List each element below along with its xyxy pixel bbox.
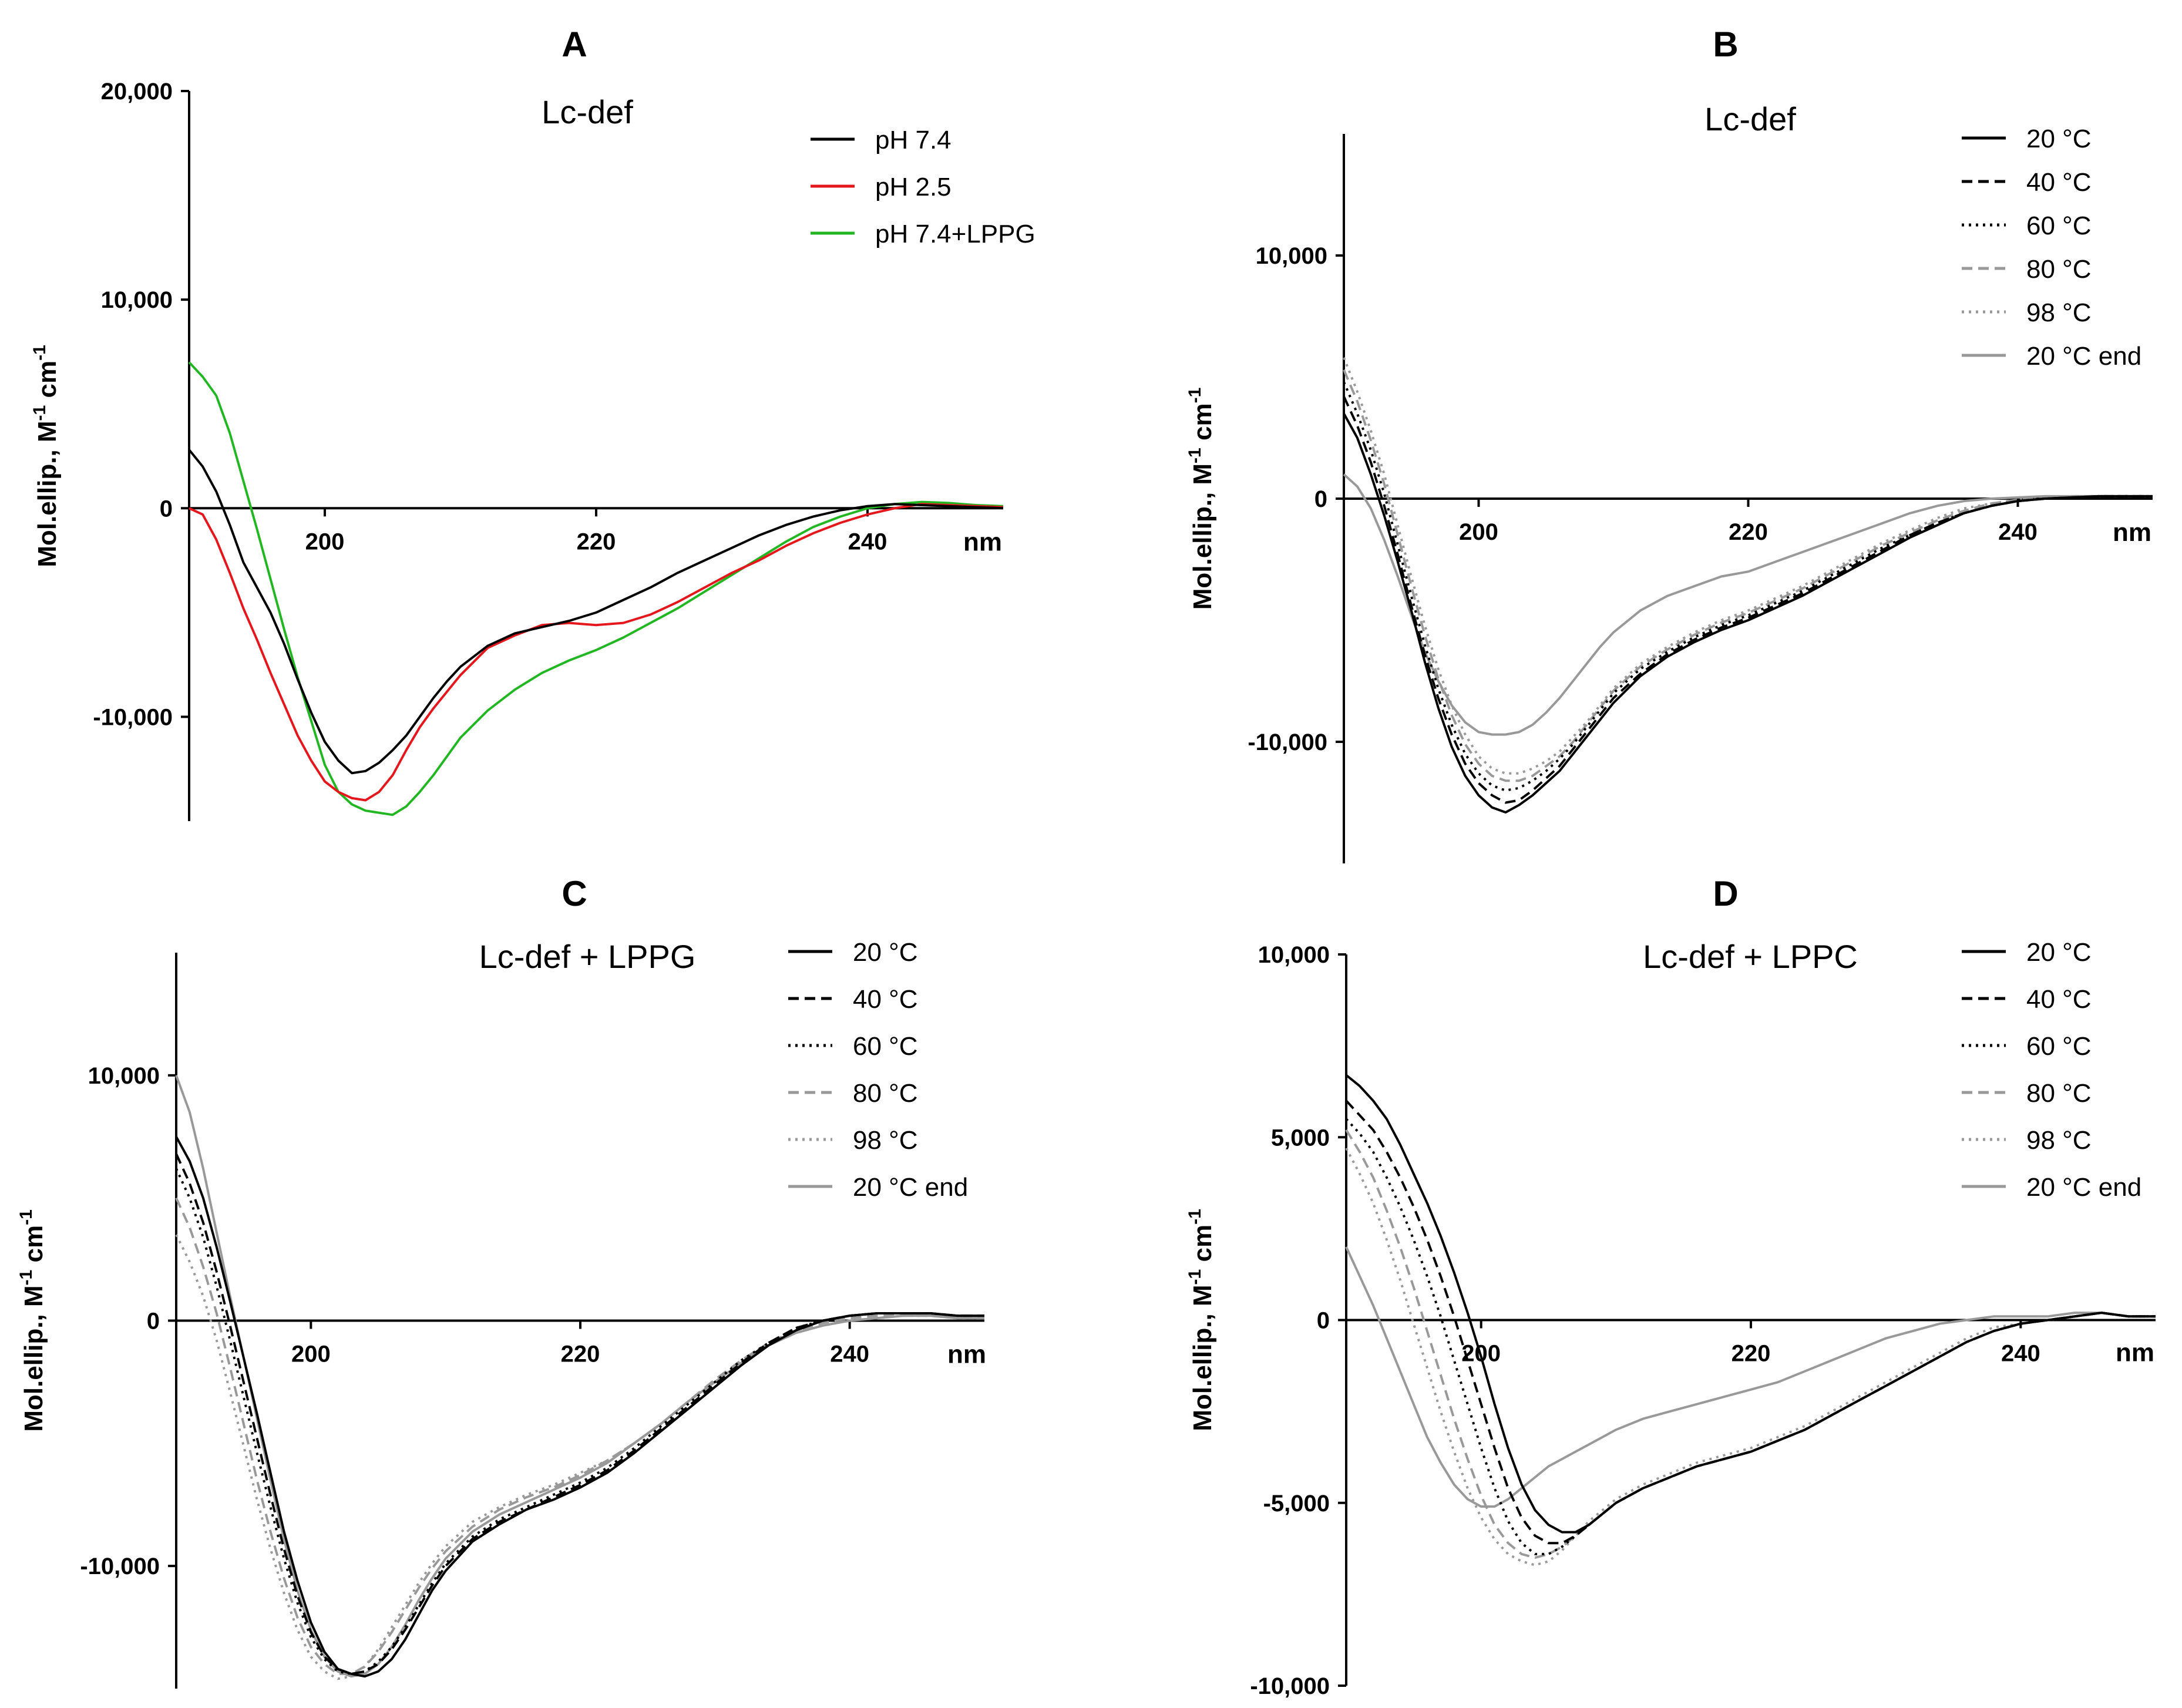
panel-c-legend-label: 60 °C [853, 1032, 918, 1061]
panel-c-x-tick-label: 200 [291, 1341, 331, 1367]
panel-d-x-label: nm [2116, 1339, 2154, 1367]
panel-d-legend-label: 60 °C [2026, 1032, 2092, 1061]
panel-c-title: Lc-def + LPPG [479, 938, 696, 975]
panel-a-title: Lc-def [542, 93, 633, 130]
panel-b-x-tick-label: 240 [1998, 519, 2038, 545]
panel-b-title: Lc-def [1704, 100, 1796, 137]
panel-d-legend-label: 20 °C [2026, 938, 2092, 967]
panel-c-legend-label: 98 °C [853, 1126, 918, 1155]
panel-b-y-label: Mol.ellip., M-1 cm-1 [1185, 388, 1217, 610]
panel-a-y-tick-label: 0 [160, 496, 173, 522]
panel-d-y-label: Mol.ellip., M-1 cm-1 [1185, 1209, 1217, 1431]
panel-b-x-label: nm [2113, 518, 2151, 547]
panel-c: C Lc-def + LPPG 10,000 0 -10,000 200 220 240 nm M… [16, 874, 986, 1689]
panel-a-y-tick-label: 20,000 [101, 79, 173, 105]
panel-a-series-2-line [189, 503, 1004, 802]
panel-a-series-3-line [188, 361, 1004, 816]
panel-a-legend-label: pH 7.4 [875, 126, 952, 154]
panel-a-y-tick-label: 10,000 [101, 287, 173, 313]
panel-d-legend-label: 98 °C [2026, 1126, 2092, 1155]
panel-c-letter: C [562, 874, 587, 913]
panel-b-legend-label: 98 °C [2026, 298, 2092, 327]
panel-c-legend-label: 40 °C [853, 985, 918, 1014]
panel-b-x-tick-label: 200 [1459, 519, 1498, 545]
panel-c-y-tick-label: 0 [147, 1309, 160, 1334]
panel-b-letter: B [1713, 25, 1738, 64]
panel-b-legend-label: 60 °C [2026, 211, 2092, 240]
panel-c-series-1-line [175, 1136, 984, 1678]
panel-b-legend-label: 20 °C [2026, 125, 2092, 153]
panel-c-series-2-line [175, 1153, 984, 1675]
panel-a: A Lc-def 20,000 10,000 0 -10,000 200 220 240 nm Mo… [30, 25, 1035, 821]
panel-d-letter: D [1713, 874, 1738, 913]
panel-c-x-label: nm [947, 1340, 986, 1369]
panel-a-x-tick-label: 200 [305, 529, 345, 554]
panel-a-legend-label: pH 7.4+LPPG [875, 220, 1035, 248]
panel-c-legend-label: 20 °C end [853, 1173, 968, 1202]
panel-a-series-1-line [188, 449, 1004, 775]
panel-b-series-5-line [1343, 357, 2153, 775]
panel-d-x-tick-label: 240 [2001, 1341, 2040, 1367]
panel-d-x-tick-label: 220 [1732, 1341, 1771, 1367]
panel-d-legend-label: 80 °C [2026, 1079, 2092, 1108]
panel-b-x-tick-label: 220 [1729, 519, 1768, 545]
panel-b: B Lc-def 10,000 0 -10,000 200 220 240 nm Mol.elli… [1185, 25, 2153, 863]
panel-d-y-tick-label: 10,000 [1258, 942, 1330, 968]
panel-c-series-6-line [175, 1075, 984, 1678]
panel-d-series-6-line [1345, 1246, 2156, 1508]
panel-a-legend-label: pH 2.5 [875, 173, 952, 201]
panel-b-legend-label: 20 °C end [2026, 342, 2141, 371]
panel-d-legend-label: 40 °C [2026, 985, 2092, 1014]
panel-a-x-label: nm [963, 527, 1002, 556]
panel-a-y-label: Mol.ellip., M-1 cm-1 [30, 345, 62, 567]
panel-d: D Lc-def + LPPC 10,000 5,000 0 -5,000 -10,000 2… [1185, 874, 2156, 1699]
panel-b-y-tick-label: 0 [1314, 486, 1327, 512]
panel-d-y-tick-label: -10,000 [1250, 1673, 1330, 1699]
panel-d-y-tick-label: -5,000 [1263, 1491, 1330, 1517]
panel-d-y-tick-label: 5,000 [1271, 1125, 1330, 1151]
panel-b-series-4-line [1343, 369, 2153, 782]
panel-b-legend-label: 40 °C [2026, 168, 2092, 197]
panel-a-x-tick-label: 220 [577, 529, 616, 554]
panel-c-legend-label: 20 °C [853, 938, 918, 967]
panel-c-x-tick-label: 240 [830, 1341, 869, 1367]
panel-c-legend-label: 80 °C [853, 1079, 918, 1108]
panel-c-x-tick-label: 220 [561, 1341, 600, 1367]
panel-a-x-tick-label: 240 [848, 529, 887, 554]
panel-c-y-label: Mol.ellip., M-1 cm-1 [16, 1209, 48, 1432]
panel-d-y-tick-label: 0 [1317, 1308, 1330, 1334]
panel-b-series-1-line [1343, 413, 2153, 814]
panel-a-y-tick-label: -10,000 [93, 704, 173, 730]
panel-a-letter: A [562, 25, 587, 64]
panel-b-y-tick-label: -10,000 [1248, 729, 1327, 755]
panel-c-y-tick-label: -10,000 [80, 1554, 160, 1579]
panel-c-y-tick-label: 10,000 [88, 1063, 160, 1089]
panel-c-series-5-line [175, 1234, 984, 1680]
panel-b-legend-label: 80 °C [2026, 255, 2092, 284]
panel-d-legend-label: 20 °C end [2026, 1173, 2141, 1202]
panel-b-y-tick-label: 10,000 [1256, 243, 1327, 269]
panel-d-series-1-line [1345, 1074, 2156, 1534]
panel-d-title: Lc-def + LPPC [1643, 938, 1858, 975]
